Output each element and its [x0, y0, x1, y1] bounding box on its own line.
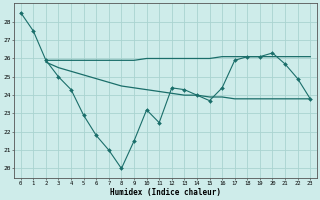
- X-axis label: Humidex (Indice chaleur): Humidex (Indice chaleur): [110, 188, 221, 197]
